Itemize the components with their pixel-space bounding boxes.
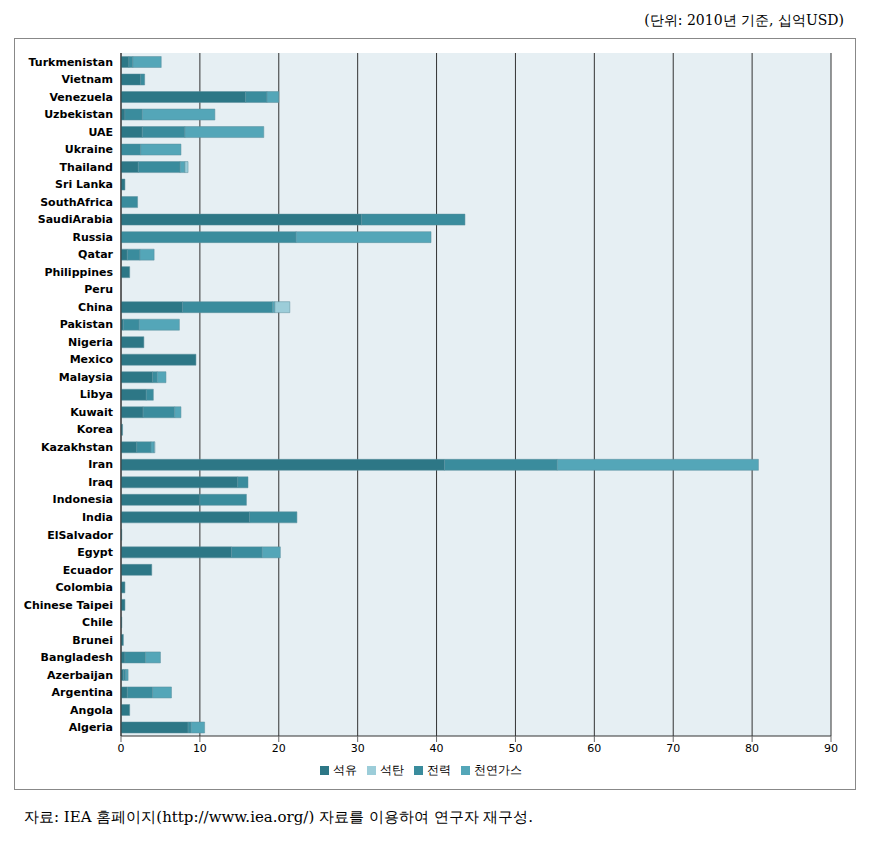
svg-text:Pakistan: Pakistan (60, 318, 113, 331)
svg-text:Indonesia: Indonesia (53, 493, 113, 506)
svg-text:India: India (82, 511, 113, 524)
svg-text:SaudiArabia: SaudiArabia (38, 213, 113, 226)
svg-text:60: 60 (587, 742, 601, 755)
svg-text:Bangladesh: Bangladesh (41, 651, 113, 664)
svg-text:Philippines: Philippines (44, 266, 113, 279)
html-text:천연가스: 천연가스 (474, 763, 522, 777)
html-text:(단위: 2010년 기준, 십억USD): (단위: 2010년 기준, 십억USD) (644, 12, 844, 28)
svg-text:Angola: Angola (70, 704, 113, 717)
svg-text:SouthAfrica: SouthAfrica (40, 196, 113, 209)
svg-text:Korea: Korea (77, 423, 113, 436)
svg-text:Qatar: Qatar (78, 248, 113, 261)
svg-text:40: 40 (430, 742, 444, 755)
svg-text:Thailand: Thailand (60, 161, 113, 174)
svg-text:China: China (78, 301, 113, 314)
svg-text:Kuwait: Kuwait (70, 406, 113, 419)
svg-text:Malaysia: Malaysia (59, 371, 113, 384)
svg-text:ElSalvador: ElSalvador (47, 529, 113, 542)
svg-text:Azerbaijan: Azerbaijan (47, 669, 113, 682)
svg-text:Nigeria: Nigeria (68, 336, 113, 349)
svg-text:Algeria: Algeria (69, 721, 113, 734)
html-text:석유: 석유 (333, 763, 357, 777)
svg-text:Libya: Libya (80, 388, 113, 401)
svg-text:Ecuador: Ecuador (63, 564, 114, 577)
svg-text:Peru: Peru (84, 283, 113, 296)
svg-text:Chinese Taipei: Chinese Taipei (24, 599, 113, 612)
svg-text:80: 80 (745, 742, 759, 755)
svg-text:Ukraine: Ukraine (65, 143, 113, 156)
svg-text:90: 90 (824, 742, 838, 755)
svg-text:Brunei: Brunei (72, 634, 113, 647)
svg-text:Iran: Iran (88, 458, 113, 471)
svg-text:Sri Lanka: Sri Lanka (55, 178, 113, 191)
svg-text:30: 30 (351, 742, 365, 755)
html-text:석탄: 석탄 (380, 763, 404, 777)
svg-text:Chile: Chile (82, 616, 113, 629)
svg-text:Argentina: Argentina (52, 686, 113, 699)
svg-text:Venezuela: Venezuela (49, 91, 113, 104)
svg-text:Mexico: Mexico (70, 353, 114, 366)
svg-text:Egypt: Egypt (77, 546, 113, 559)
html-text:자료: IEA 홈페이지(http://www.iea.or: 자료: IEA 홈페이지(http://www.iea.org/) 자료를 이용… (24, 808, 534, 826)
svg-text:20: 20 (272, 742, 286, 755)
html-text:전력: 전력 (427, 763, 451, 777)
svg-text:Colombia: Colombia (56, 581, 114, 594)
svg-text:Russia: Russia (72, 231, 113, 244)
svg-text:10: 10 (193, 742, 207, 755)
svg-text:70: 70 (666, 742, 680, 755)
svg-text:Kazakhstan: Kazakhstan (41, 441, 113, 454)
svg-text:Vietnam: Vietnam (61, 73, 113, 86)
svg-text:0: 0 (118, 742, 125, 755)
svg-text:Uzbekistan: Uzbekistan (44, 108, 113, 121)
svg-text:Turkmenistan: Turkmenistan (29, 56, 113, 69)
svg-text:50: 50 (508, 742, 522, 755)
svg-text:Iraq: Iraq (88, 476, 113, 489)
svg-text:UAE: UAE (88, 126, 113, 139)
